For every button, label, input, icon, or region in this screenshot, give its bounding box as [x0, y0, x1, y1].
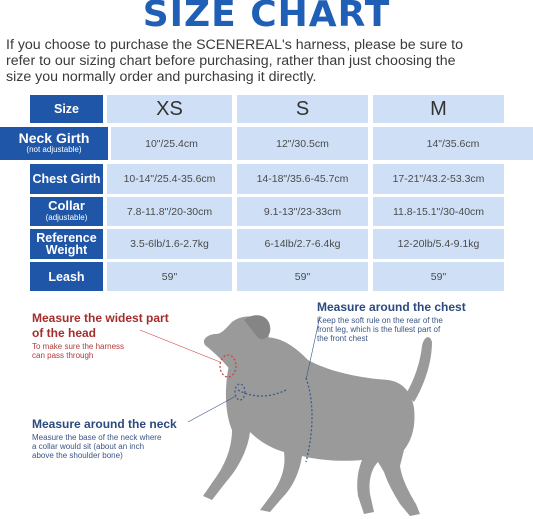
- size-m: M: [373, 95, 504, 123]
- head-measure-desc: To make sure the harness can pass throug…: [32, 342, 124, 360]
- neck-measure-line: [237, 389, 287, 397]
- collar-header: Collar (adjustable): [30, 197, 103, 226]
- chest-girth-header: Chest Girth: [30, 164, 103, 194]
- collar-sublabel: (adjustable): [45, 212, 88, 222]
- neck-measure-desc-line-3: above the shoulder bone): [32, 451, 123, 460]
- chest-girth-s: 14-18"/35.6-45.7cm: [237, 164, 368, 194]
- collar-m: 11.8-15.1"/30-40cm: [373, 197, 504, 226]
- head-measure-title: Measure the widest part of the head: [32, 311, 169, 341]
- reference-weight-label-2: Weight: [45, 243, 88, 257]
- chest-measure-desc-line-2: front leg, which is the fullest part of: [317, 325, 441, 334]
- page-title: SIZE CHART: [142, 0, 391, 35]
- head-measure-desc-line-1: To make sure the harness: [32, 342, 125, 351]
- head-measure-desc-line-2: can pass through: [32, 351, 94, 360]
- head-measure-title-line-1: Measure the widest part: [32, 311, 169, 325]
- collar-xs: 7.8-11.8"/20-30cm: [107, 197, 232, 226]
- size-header: Size: [30, 95, 103, 123]
- intro-line: size you normally order and purchasing i…: [6, 69, 317, 85]
- chest-girth-label: Chest Girth: [32, 172, 101, 186]
- collar-label: Collar: [48, 197, 85, 213]
- reference-weight-s: 6-14lb/2.7-6.4kg: [237, 229, 368, 259]
- neck-girth-m: 14"/35.6cm: [373, 127, 533, 160]
- size-header-label: Size: [53, 102, 79, 116]
- reference-weight-m: 12-20lb/5.4-9.1kg: [373, 229, 504, 259]
- dog-illustration: [139, 315, 432, 516]
- dog-silhouette: [203, 315, 432, 516]
- neck-girth-label: Neck Girth: [18, 129, 90, 146]
- neck-girth-header: Neck Girth (not adjustable): [0, 127, 108, 160]
- head-pointer: [139, 329, 221, 363]
- intro-text: If you choose to purchase the SCENEREAL'…: [6, 37, 531, 85]
- size-s: S: [237, 95, 368, 123]
- size-xs: XS: [107, 95, 232, 123]
- reference-weight-xs: 3.5-6lb/1.6-2.7kg: [107, 229, 232, 259]
- leash-header: Leash: [30, 262, 103, 291]
- neck-girth-s: 12"/30.5cm: [237, 127, 368, 160]
- neck-pointer: [187, 395, 237, 423]
- chest-measure-desc-line-1: Keep the soft rule on the rear of the: [317, 316, 443, 325]
- neck-measure-desc-line-1: Measure the base of the neck where: [32, 433, 162, 442]
- collar-s: 9.1-13"/23-33cm: [237, 197, 368, 226]
- intro-line: refer to our sizing chart before purchas…: [6, 53, 456, 69]
- neck-measure-title: Measure around the neck: [32, 417, 177, 431]
- chest-measure-desc-line-3: the front chest: [317, 334, 368, 343]
- head-measure-line: [219, 354, 237, 378]
- reference-weight-header: Reference Weight: [30, 229, 103, 259]
- intro-line: If you choose to purchase the SCENEREAL'…: [6, 37, 463, 53]
- neck-girth-xs: 10"/25.4cm: [111, 127, 232, 160]
- chest-pointer: [305, 315, 321, 381]
- chest-girth-m: 17-21"/43.2-53.3cm: [373, 164, 504, 194]
- chest-measure-desc: Keep the soft rule on the rear of the fr…: [317, 316, 443, 343]
- leash-m: 59": [373, 262, 504, 291]
- leash-label: Leash: [48, 269, 85, 284]
- leash-xs: 59": [107, 262, 232, 291]
- reference-weight-label-1: Reference: [36, 231, 97, 245]
- chest-measure-title: Measure around the chest: [317, 300, 466, 314]
- neck-measure-desc-line-2: a collar would sit (about an inch: [32, 442, 145, 451]
- neck-girth-sublabel: (not adjustable): [26, 144, 82, 154]
- neck-measure-desc: Measure the base of the neck where a col…: [32, 433, 161, 460]
- head-measure-title-line-2: of the head: [32, 326, 97, 340]
- chest-girth-xs: 10-14"/25.4-35.6cm: [107, 164, 232, 194]
- leash-s: 59": [237, 262, 368, 291]
- neck-measure-loop: [234, 383, 246, 401]
